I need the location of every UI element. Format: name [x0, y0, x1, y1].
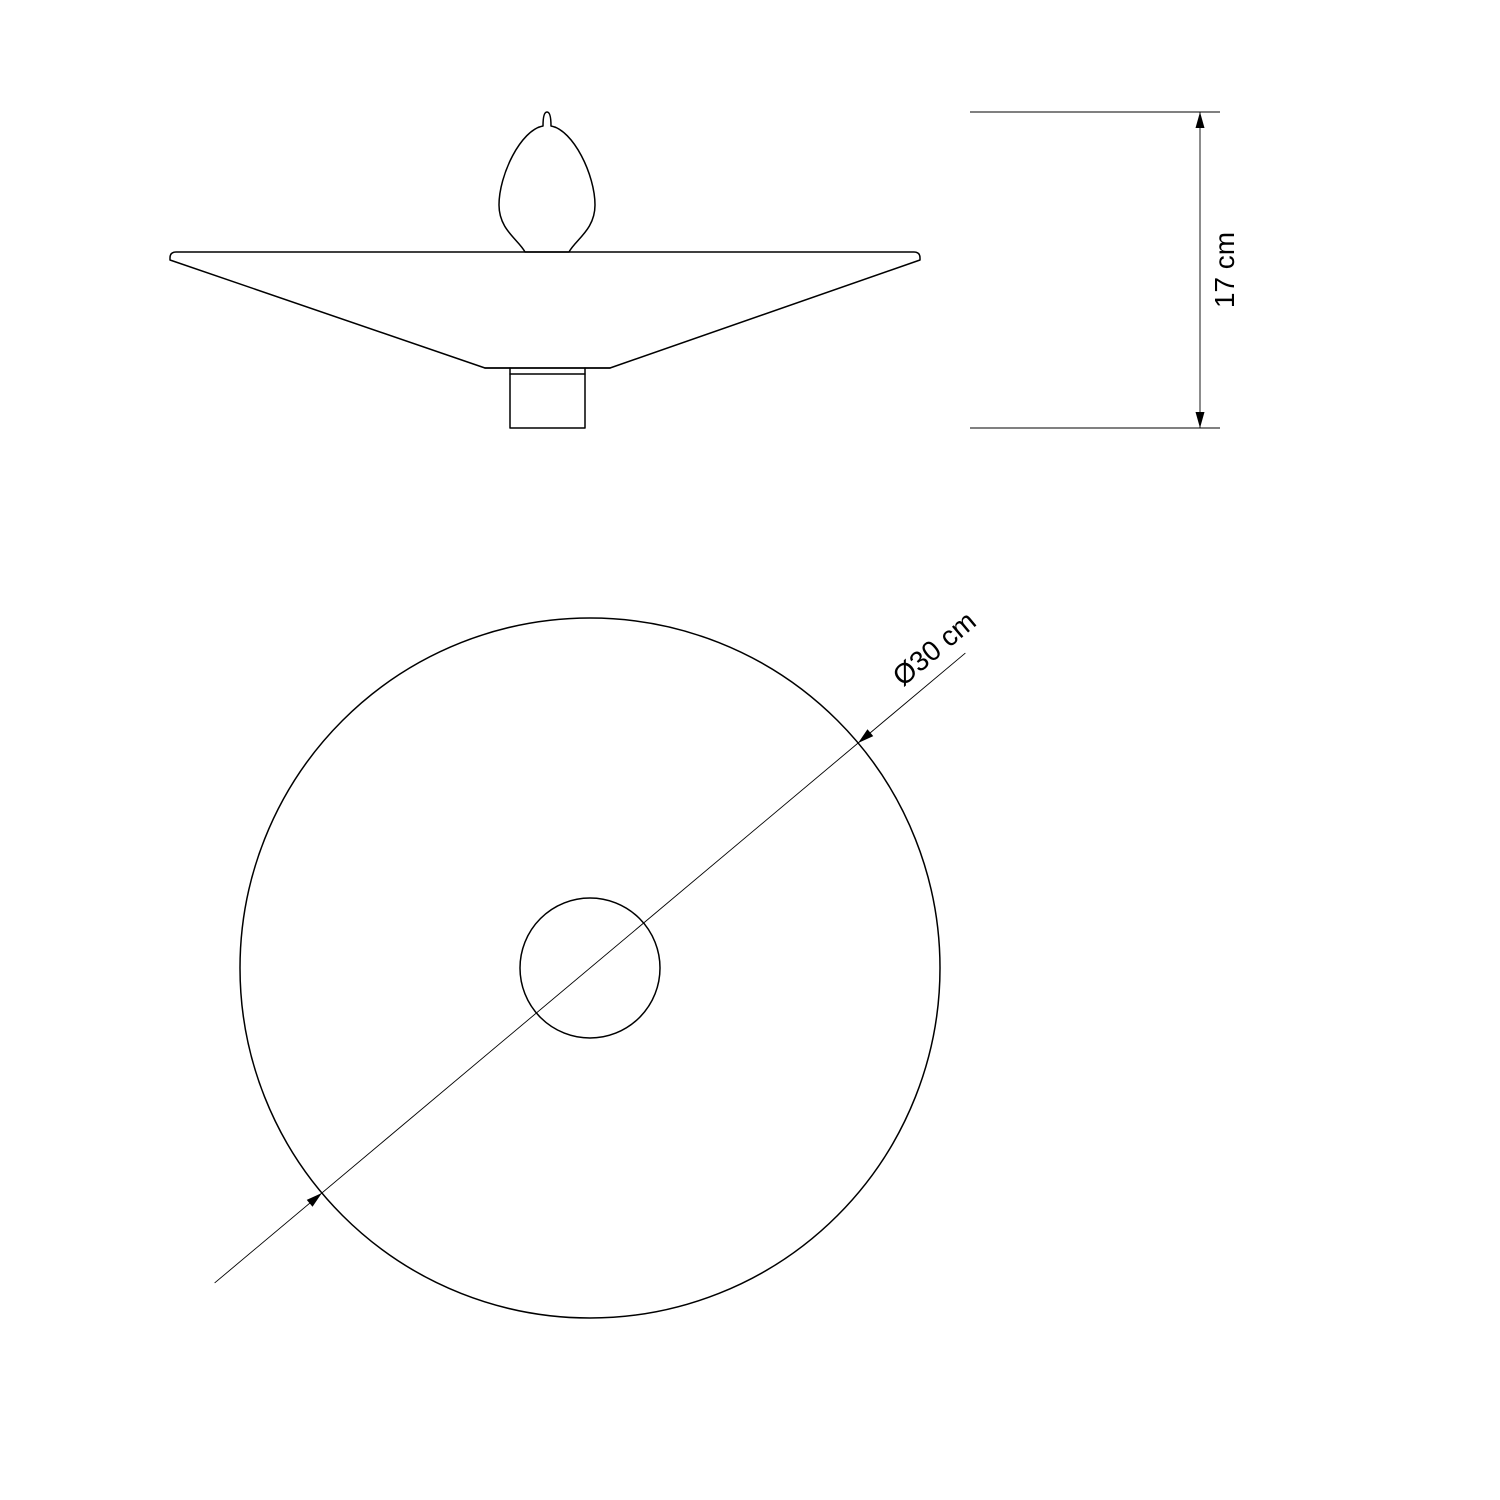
base-cylinder	[510, 368, 585, 428]
height-label: 17 cm	[1209, 232, 1240, 308]
height-dimension: 17 cm	[970, 112, 1240, 428]
bulb-outline	[499, 112, 595, 252]
side-elevation-view: 17 cm	[170, 112, 1240, 428]
shade-profile	[170, 252, 920, 368]
top-plan-view: Ø30 cm	[215, 605, 982, 1318]
